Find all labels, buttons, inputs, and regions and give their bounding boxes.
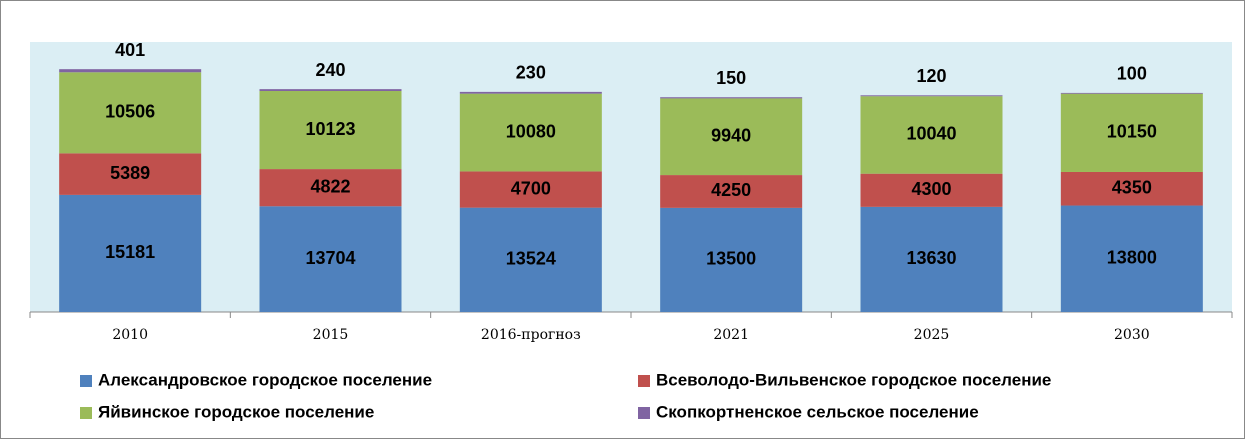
bar-segment xyxy=(459,207,602,312)
bar-segment xyxy=(660,207,803,312)
x-tick-label: 2016-прогноз xyxy=(481,327,581,343)
bar-segment xyxy=(860,96,1003,174)
x-tick-label: 2021 xyxy=(713,327,749,343)
x-tick-label: 2015 xyxy=(313,327,349,343)
data-label: 240 xyxy=(315,60,345,80)
data-label: 150 xyxy=(716,68,746,88)
x-tick-label: 2010 xyxy=(112,327,148,343)
data-label: 10080 xyxy=(506,121,556,141)
bar-segment xyxy=(660,97,803,99)
data-label: 5389 xyxy=(110,163,150,183)
bar-segment xyxy=(1060,205,1203,312)
legend-label: Александровское городское поселение xyxy=(98,370,432,389)
legend-label: Яйвинское городское поселение xyxy=(98,402,374,421)
legend-swatch xyxy=(638,375,650,387)
data-label: 13630 xyxy=(906,248,956,268)
legend-label: Всеволодо-Вильвенское городское поселени… xyxy=(656,370,1051,389)
data-label: 13800 xyxy=(1107,248,1157,268)
bar-segment xyxy=(459,93,602,172)
legend-label: Скопкортненское сельское поселение xyxy=(656,402,979,421)
bar-segment xyxy=(59,194,202,312)
data-label: 9940 xyxy=(711,125,751,145)
bar-segment xyxy=(860,173,1003,207)
data-label: 10040 xyxy=(906,124,956,144)
data-label: 230 xyxy=(516,63,546,83)
data-label: 401 xyxy=(115,40,145,60)
bar-segment xyxy=(59,153,202,195)
data-label: 10150 xyxy=(1107,122,1157,142)
bar-segment xyxy=(1060,92,1203,94)
x-tick-label: 2025 xyxy=(914,327,950,343)
plot-area xyxy=(30,42,1232,312)
legend-swatch xyxy=(638,407,650,419)
data-label: 13500 xyxy=(706,249,756,269)
data-label: 120 xyxy=(916,66,946,86)
data-label: 13704 xyxy=(305,248,355,268)
legend-swatch xyxy=(80,375,92,387)
data-label: 4250 xyxy=(711,180,751,200)
bar-segment xyxy=(59,72,202,154)
data-label: 4350 xyxy=(1112,178,1152,198)
bar-segment xyxy=(259,89,402,91)
data-label: 10506 xyxy=(105,102,155,122)
bar-segment xyxy=(459,91,602,94)
data-label: 4700 xyxy=(511,178,551,198)
bar-segment xyxy=(1060,93,1203,172)
data-label: 15181 xyxy=(105,242,155,262)
bar-segment xyxy=(59,69,202,73)
bar-segment xyxy=(259,90,402,170)
bar-segment xyxy=(660,98,803,176)
bar-segment xyxy=(259,206,402,312)
data-label: 4822 xyxy=(310,176,350,196)
data-label: 13524 xyxy=(506,249,556,269)
bar-segment xyxy=(860,206,1003,312)
bar-segment xyxy=(1060,171,1203,206)
data-label: 100 xyxy=(1117,64,1147,84)
legend-swatch xyxy=(80,407,92,419)
data-label: 4300 xyxy=(911,179,951,199)
bar-segment xyxy=(660,175,803,208)
bar-segment xyxy=(860,95,1003,97)
bar-segment xyxy=(259,169,402,207)
bar-segment xyxy=(459,171,602,208)
x-tick-label: 2030 xyxy=(1114,327,1150,343)
data-label: 10123 xyxy=(305,119,355,139)
